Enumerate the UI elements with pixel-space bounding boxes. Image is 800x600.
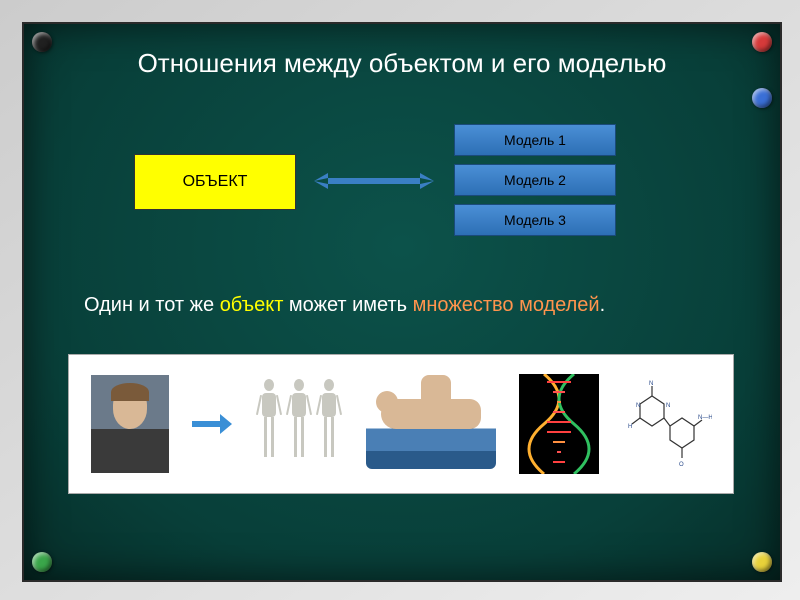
svg-text:H: H bbox=[628, 424, 632, 430]
portrait-photo bbox=[91, 375, 169, 473]
sentence-part: может иметь bbox=[283, 294, 412, 316]
cpr-mannequin bbox=[366, 379, 496, 469]
arrow-icon bbox=[192, 412, 232, 436]
magnet bbox=[752, 552, 772, 572]
model-box-2: Модель 2 bbox=[454, 164, 616, 196]
sentence: Один и тот же объект может иметь множест… bbox=[84, 294, 720, 317]
svg-text:N: N bbox=[666, 403, 670, 409]
sentence-part-highlight: объект bbox=[220, 294, 284, 316]
slide-title: Отношения между объектом и его моделью bbox=[24, 48, 780, 79]
sentence-part: Один и тот же bbox=[84, 294, 220, 316]
sentence-part-highlight: множество моделей bbox=[413, 294, 600, 316]
whiteboard-frame: Отношения между объектом и его моделью О… bbox=[0, 0, 800, 600]
sentence-part: . bbox=[600, 294, 606, 316]
magnet bbox=[32, 32, 52, 52]
magnet bbox=[32, 552, 52, 572]
chalkboard-surface: Отношения между объектом и его моделью О… bbox=[22, 22, 782, 582]
svg-text:N: N bbox=[649, 381, 653, 387]
model-box-3: Модель 3 bbox=[454, 204, 616, 236]
skeleton bbox=[285, 379, 313, 469]
skeleton bbox=[255, 379, 283, 469]
dna-helix bbox=[519, 374, 599, 474]
object-box: ОБЪЕКТ bbox=[134, 154, 296, 210]
svg-text:O: O bbox=[679, 462, 684, 468]
model-box-1: Модель 1 bbox=[454, 124, 616, 156]
magnet bbox=[752, 32, 772, 52]
skeleton-models bbox=[255, 379, 343, 469]
magnet bbox=[752, 88, 772, 108]
chemical-structure: N H N—H O N N bbox=[622, 374, 712, 474]
two-way-arrow bbox=[314, 171, 434, 191]
skeleton bbox=[315, 379, 343, 469]
svg-text:N—H: N—H bbox=[698, 415, 712, 421]
svg-text:N: N bbox=[636, 403, 640, 409]
image-strip: N H N—H O N N bbox=[68, 354, 734, 494]
